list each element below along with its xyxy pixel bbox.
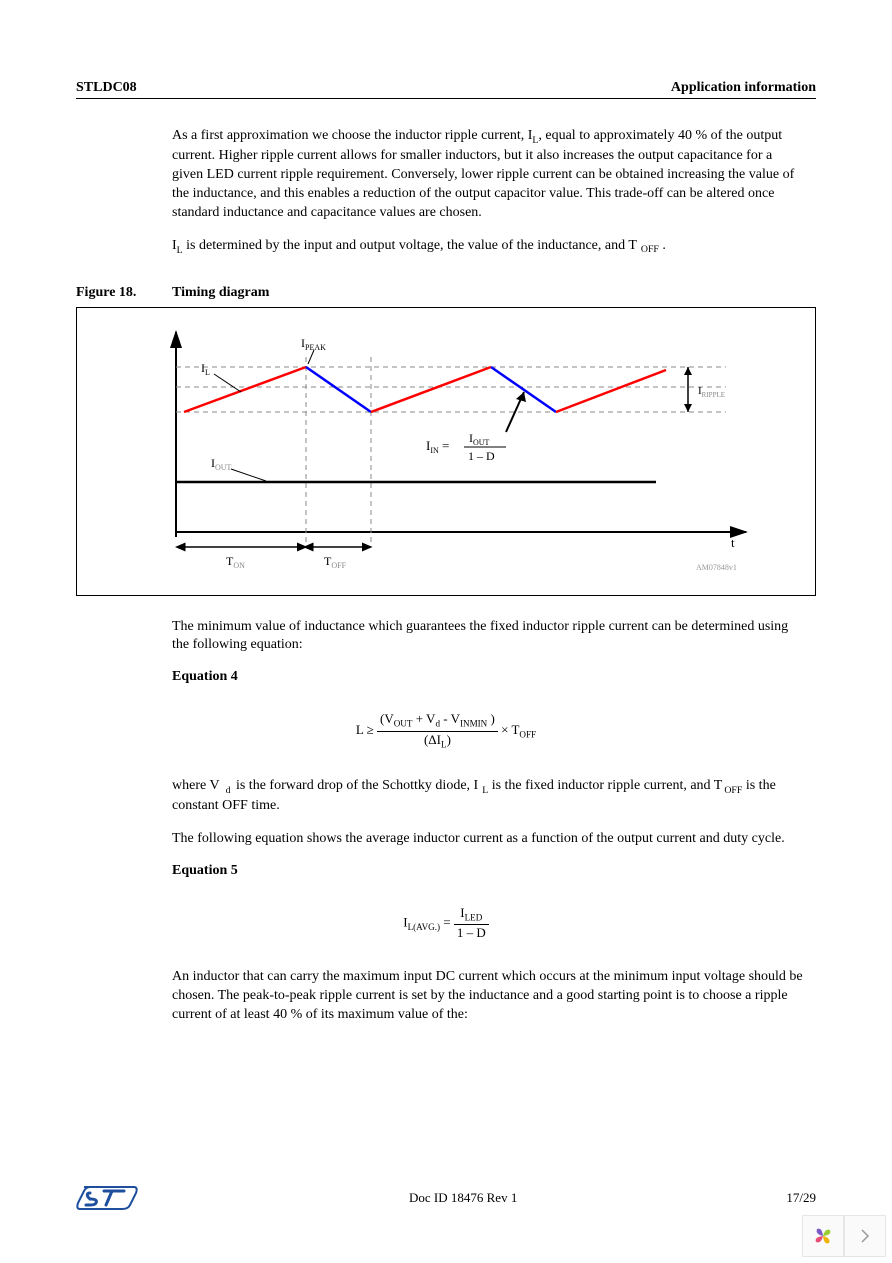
page-header: STLDC08 Application information: [76, 80, 816, 99]
eq4-frac: (VOUT + Vd - VINMIN ) (ΔIL): [377, 711, 498, 751]
paragraph-3: The minimum value of inductance which gu…: [172, 618, 806, 656]
label-toff: TOFF: [324, 554, 347, 570]
svg-text:IOUT: IOUT: [469, 431, 490, 447]
wave-down-2: [491, 367, 556, 412]
svg-text:IIN =: IIN =: [426, 438, 449, 455]
callout-arrow-head: [516, 392, 526, 402]
body-text-2: The minimum value of inductance which gu…: [172, 618, 806, 686]
eq4-rhs-sub: OFF: [519, 730, 536, 740]
paragraph-4: where Vd is the forward drop of the Scho…: [172, 777, 806, 816]
equation-4: L ≥ (VOUT + Vd - VINMIN ) (ΔIL) × TOFF: [76, 711, 816, 751]
label-ipeak: IPEAK: [301, 336, 326, 352]
header-right: Application information: [671, 80, 816, 96]
figure-box: IPEAK IL IOUT IIN = IOUT 1 – D IRIPPLE: [76, 307, 816, 596]
p2c: .: [659, 238, 666, 253]
equation-5: IL(AVG.) = ILED 1 – D: [76, 905, 816, 942]
wave-up-2: [371, 367, 491, 412]
figure-ref: AM07848v1: [696, 563, 737, 572]
figure-number: Figure 18.: [76, 285, 172, 301]
paragraph-2: IL is determined by the input and output…: [172, 237, 806, 257]
wave-up-3: [556, 370, 666, 412]
next-page-button[interactable]: [844, 1215, 886, 1257]
eq5-eq: =: [440, 915, 454, 930]
equation-4-label: Equation 4: [172, 669, 806, 685]
wave-down-1: [306, 367, 371, 412]
lead-ipeak: [308, 350, 314, 364]
svg-text:1 – D: 1 – D: [468, 449, 495, 463]
eq5-frac: ILED 1 – D: [454, 905, 489, 942]
doc-id: Doc ID 18476 Rev 1: [409, 1190, 517, 1206]
inline-equation: IIN = IOUT 1 – D: [426, 431, 506, 463]
p2b: is determined by the input and output vo…: [183, 238, 637, 253]
nav-buttons: [802, 1215, 886, 1257]
eq4-lhs: L ≥: [356, 722, 377, 737]
lead-il: [214, 374, 241, 392]
p1a: As a first approximation we choose the i…: [172, 128, 532, 143]
p2s2: OFF: [641, 244, 659, 255]
label-ton: TON: [226, 554, 245, 570]
header-left: STLDC08: [76, 80, 137, 96]
page: STLDC08 Application information As a fir…: [0, 0, 892, 1263]
eq5-lhs-sub: L(AVG.): [408, 922, 440, 932]
body-text-1: As a first approximation we choose the i…: [172, 127, 806, 257]
paragraph-5: The following equation shows the average…: [172, 830, 806, 849]
figure-title: Timing diagram: [172, 285, 269, 300]
paragraph-6: An inductor that can carry the maximum i…: [172, 968, 806, 1025]
body-text-4: An inductor that can carry the maximum i…: [172, 968, 806, 1025]
flower-icon[interactable]: [802, 1215, 844, 1257]
figure-caption: Figure 18.Timing diagram: [76, 285, 816, 301]
equation-5-label: Equation 5: [172, 863, 806, 879]
page-number: 17/29: [786, 1190, 816, 1206]
label-t: t: [731, 535, 735, 550]
eq4-rhs: × T: [501, 722, 519, 737]
body-text-3: where Vd is the forward drop of the Scho…: [172, 777, 806, 879]
page-footer: Doc ID 18476 Rev 1 17/29: [76, 1181, 816, 1215]
timing-diagram: IPEAK IL IOUT IIN = IOUT 1 – D IRIPPLE: [91, 322, 801, 582]
label-iout: IOUT: [211, 456, 232, 472]
lead-iout: [231, 469, 266, 481]
y-axis-arrow: [172, 332, 180, 342]
paragraph-1: As a first approximation we choose the i…: [172, 127, 806, 223]
label-il: IL: [201, 361, 210, 377]
st-logo: [76, 1181, 140, 1215]
